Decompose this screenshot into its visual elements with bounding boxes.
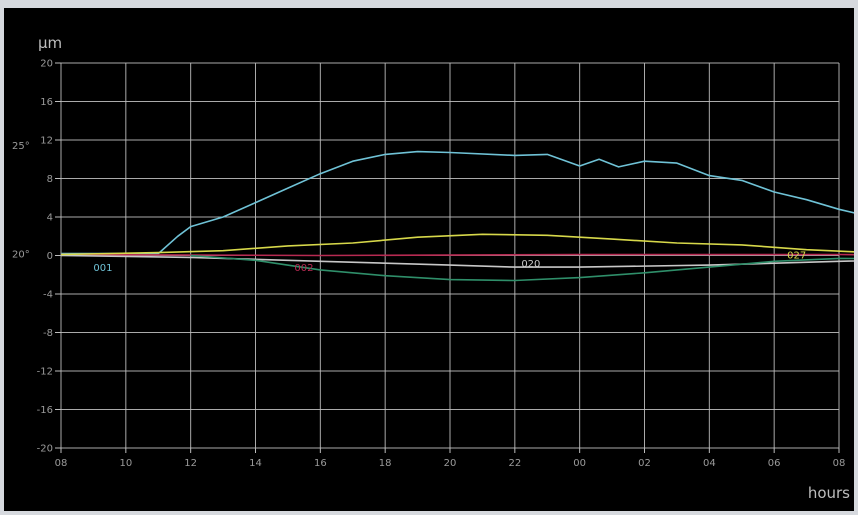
x-tick-label: 20 (444, 458, 457, 469)
x-tick-label: 04 (703, 458, 716, 469)
x-tick-label: 10 (119, 458, 132, 469)
x-tick-label: 02 (638, 458, 651, 469)
x-axis-unit: hours (808, 484, 850, 502)
y-tick-label: 12 (40, 136, 53, 147)
y-tick-label: 16 (40, 97, 53, 108)
series-lines (60, 150, 854, 282)
chart-panel: 20 16 12 8 4 0 -4 -8 -12 -16 -20 08 10 12 14 16 18 20 22 00… (4, 8, 854, 511)
y-tick-label: -16 (37, 405, 53, 416)
series-label-020: 020 (521, 259, 540, 270)
y-tick-label: -4 (43, 290, 53, 301)
y-tick-label: -12 (37, 367, 53, 378)
x-tick-label: 08 (55, 458, 68, 469)
x-tick-label: 14 (249, 458, 262, 469)
y-tick-label: 8 (47, 174, 53, 185)
series-line-001 (61, 150, 854, 255)
series-label-002: 002 (294, 263, 313, 274)
y-axis-unit: µm (38, 34, 62, 52)
series-label-001: 001 (93, 263, 112, 274)
x-tick-label: 08 (833, 458, 846, 469)
y-tick-label: -8 (43, 328, 53, 339)
y-tick-label: -20 (37, 444, 53, 455)
series-line-002 (60, 253, 854, 257)
temperature-label: 20° (12, 250, 30, 261)
x-tick-label: 06 (768, 458, 781, 469)
x-tick-label: 18 (379, 458, 392, 469)
series-line-027 (60, 233, 854, 256)
y-tick-label: 20 (40, 59, 53, 70)
x-tick-label: 22 (508, 458, 521, 469)
series-line-unnamed (190, 254, 854, 282)
series-labels: 001001002002020027 (93, 251, 806, 275)
series-line-020 (60, 254, 854, 268)
x-tick-label: 00 (573, 458, 586, 469)
x-tick-label: 16 (314, 458, 327, 469)
x-tick-label: 12 (184, 458, 197, 469)
series-label-027: 027 (787, 251, 806, 262)
y-tick-label: 0 (47, 251, 53, 262)
temperature-label: 25° (12, 141, 30, 152)
y-tick-label: 4 (47, 213, 53, 224)
